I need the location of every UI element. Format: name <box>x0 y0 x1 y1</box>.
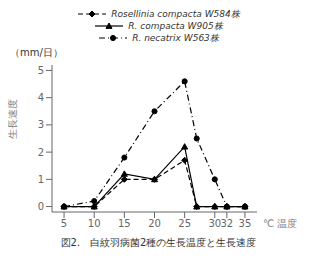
svg-text:5: 5 <box>38 65 44 76</box>
svg-text:4: 4 <box>38 92 44 103</box>
svg-text:32: 32 <box>220 218 233 229</box>
svg-text:35: 35 <box>239 218 252 229</box>
svg-text:2: 2 <box>38 147 44 158</box>
html-text:Rosellinia compacta W584株: Rosellinia compacta W584株 <box>111 9 240 19</box>
svg-text:20: 20 <box>148 218 161 229</box>
svg-text:15: 15 <box>118 218 131 229</box>
svg-text:30: 30 <box>208 218 221 229</box>
svg-text:℃ 温度: ℃ 温度 <box>263 218 297 229</box>
html-text:図2. 白紋羽病菌2種の生長温度と生長速度: 図2. 白紋羽病菌2種の生長温度と生長速度 <box>60 237 257 248</box>
svg-text:25: 25 <box>178 218 191 229</box>
html-text:R. necatrix W563株: R. necatrix W563株 <box>132 33 219 43</box>
svg-text:3: 3 <box>38 119 44 130</box>
svg-text:5: 5 <box>61 218 67 229</box>
svg-text:0: 0 <box>38 201 44 212</box>
svg-text:10: 10 <box>88 218 101 229</box>
html-text:R. compacta W905株: R. compacta W905株 <box>128 21 223 31</box>
svg-text:1: 1 <box>38 174 44 185</box>
svg-text:生長速度: 生長速度 <box>8 99 18 139</box>
html-text:（mm/日）: （mm/日） <box>10 47 63 58</box>
